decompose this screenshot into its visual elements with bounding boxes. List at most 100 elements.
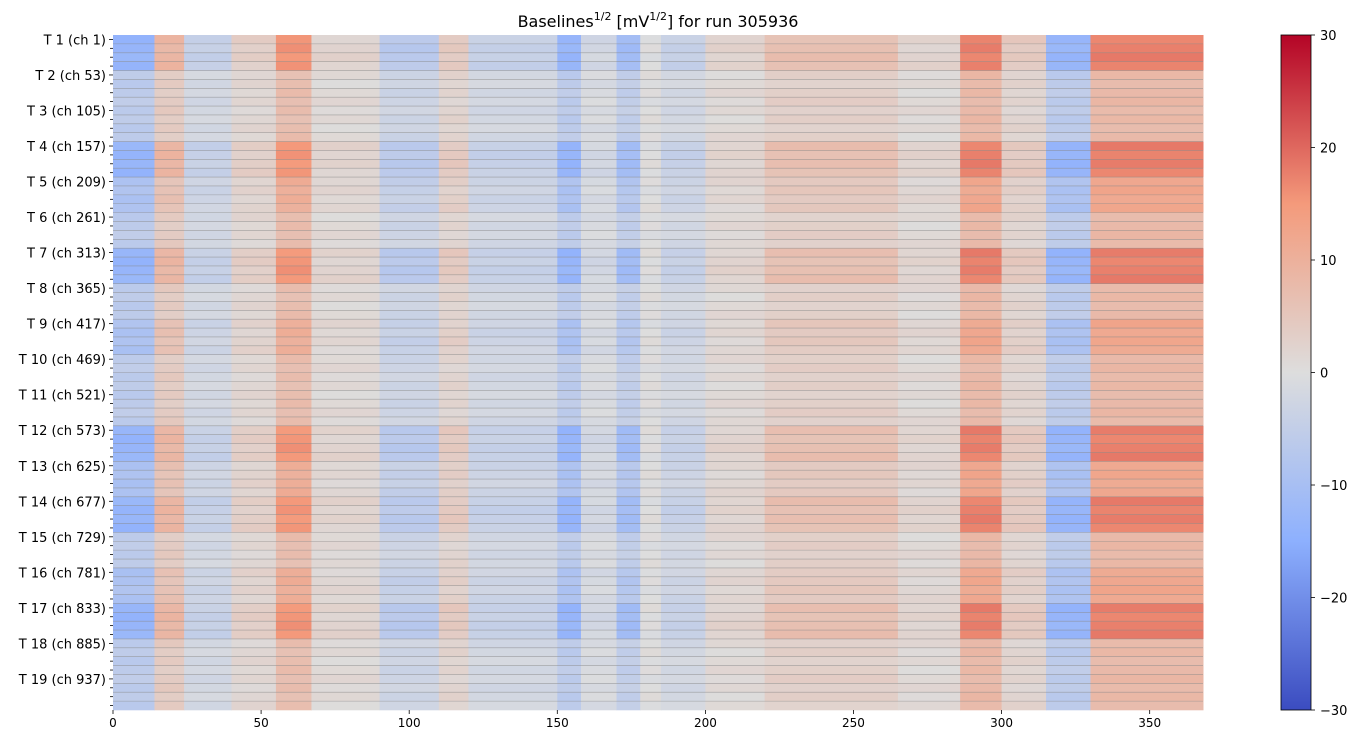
- heatmap-cell: [705, 550, 766, 560]
- heatmap-cell: [379, 292, 440, 302]
- heatmap-cell: [1001, 434, 1047, 444]
- heatmap-cell: [580, 141, 618, 151]
- heatmap-cell: [1046, 319, 1091, 329]
- heatmap-cell: [705, 106, 766, 116]
- heatmap-cell: [897, 425, 961, 435]
- heatmap-cell: [184, 621, 232, 631]
- heatmap-cell: [438, 665, 469, 675]
- heatmap-cell: [1090, 319, 1204, 329]
- heatmap-cell: [580, 479, 618, 489]
- heatmap-cell: [184, 425, 232, 435]
- heatmap-cell: [113, 665, 155, 675]
- heatmap-cell: [113, 390, 155, 400]
- heatmap-cell: [311, 452, 381, 462]
- heatmap-cell: [231, 416, 277, 427]
- heatmap-cell: [616, 150, 641, 160]
- heatmap-cell: [311, 230, 381, 240]
- heatmap-cell: [1001, 559, 1047, 569]
- heatmap-cell: [275, 274, 312, 284]
- heatmap-cell: [1090, 496, 1204, 507]
- x-tick-label: 150: [546, 716, 569, 730]
- heatmap-cell: [764, 106, 899, 116]
- heatmap-cell: [705, 408, 766, 418]
- heatmap-cell: [897, 345, 961, 356]
- heatmap-cell: [311, 274, 381, 284]
- heatmap-cell: [154, 603, 185, 613]
- heatmap-cell: [1046, 630, 1091, 640]
- heatmap-cell: [764, 168, 899, 178]
- heatmap-cell: [1090, 612, 1204, 622]
- heatmap-cell: [616, 257, 641, 267]
- heatmap-cell: [113, 168, 155, 178]
- heatmap-cell: [184, 452, 232, 462]
- heatmap-cell: [960, 185, 1003, 196]
- heatmap-cell: [640, 612, 662, 622]
- heatmap-cell: [154, 177, 185, 187]
- heatmap-cell: [468, 461, 558, 471]
- heatmap-cell: [311, 559, 381, 569]
- heatmap-cell: [311, 43, 381, 54]
- heatmap-cell: [897, 559, 961, 569]
- colorbar-gradient: [1281, 35, 1311, 710]
- heatmap-cell: [113, 283, 155, 293]
- heatmap-cell: [1001, 470, 1047, 480]
- heatmap-cell: [113, 656, 155, 666]
- heatmap-cell: [764, 408, 899, 418]
- heatmap-cell: [764, 319, 899, 329]
- heatmap-cell: [1046, 701, 1091, 711]
- heatmap-cell: [897, 612, 961, 622]
- heatmap-cell: [897, 487, 961, 498]
- heatmap-cell: [960, 612, 1003, 622]
- heatmap-cell: [311, 505, 381, 515]
- heatmap-cell: [897, 123, 961, 133]
- heatmap-cell: [311, 292, 381, 302]
- heatmap-cell: [640, 470, 662, 480]
- heatmap-cell: [468, 265, 558, 276]
- heatmap-cell: [311, 479, 381, 489]
- heatmap-cell: [557, 336, 582, 347]
- heatmap-cell: [960, 274, 1003, 284]
- heatmap-cell: [1001, 265, 1047, 276]
- heatmap-cell: [557, 239, 582, 249]
- heatmap-cell: [1001, 292, 1047, 302]
- heatmap-cell: [640, 692, 662, 702]
- heatmap-cell: [468, 230, 558, 240]
- heatmap-cell: [580, 576, 618, 586]
- heatmap-cell: [311, 79, 381, 89]
- heatmap-cell: [705, 470, 766, 480]
- heatmap-cell: [468, 612, 558, 622]
- heatmap-cell: [640, 79, 662, 89]
- heatmap-cell: [275, 461, 312, 471]
- heatmap-cell: [154, 363, 185, 373]
- heatmap-cell: [1090, 79, 1204, 89]
- heatmap-cell: [311, 576, 381, 586]
- heatmap-cell: [557, 603, 582, 613]
- heatmap-cell: [764, 230, 899, 240]
- heatmap-cell: [1046, 150, 1091, 160]
- heatmap-cell: [960, 470, 1003, 480]
- heatmap-cell: [311, 656, 381, 666]
- heatmap-cell: [113, 35, 155, 45]
- heatmap-cell: [897, 665, 961, 675]
- heatmap-cell: [275, 630, 312, 640]
- heatmap-cell: [616, 141, 641, 151]
- heatmap-cell: [660, 123, 706, 133]
- heatmap-cell: [705, 159, 766, 169]
- heatmap-cell: [154, 345, 185, 356]
- heatmap-cell: [1046, 354, 1091, 364]
- heatmap-cell: [616, 621, 641, 631]
- heatmap-cell: [468, 701, 558, 711]
- heatmap-cell: [705, 292, 766, 302]
- heatmap-cell: [960, 336, 1003, 347]
- heatmap-cell: [1001, 567, 1047, 578]
- heatmap-cell: [960, 665, 1003, 675]
- heatmap-cell: [113, 328, 155, 338]
- heatmap-cell: [1001, 479, 1047, 489]
- heatmap-cell: [275, 487, 312, 498]
- heatmap-cell: [154, 221, 185, 231]
- heatmap-cell: [580, 283, 618, 293]
- heatmap-cell: [1001, 612, 1047, 622]
- heatmap-cell: [660, 106, 706, 116]
- heatmap-cell: [438, 319, 469, 329]
- y-tick-label: T 1 (ch 1): [43, 33, 106, 48]
